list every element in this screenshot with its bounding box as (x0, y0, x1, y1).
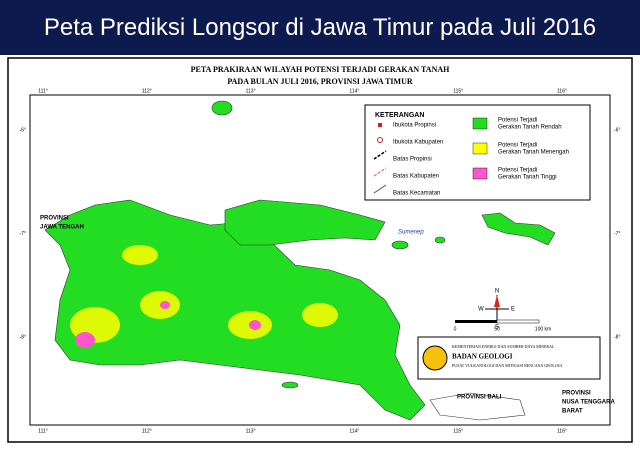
longitude-label: 113° (246, 428, 256, 434)
agency-ministry: KEMENTERIAN ENERGI DAN SUMBER DAYA MINER… (452, 344, 555, 349)
scale-label: 100 km (535, 326, 551, 332)
symbol-province-border (373, 150, 387, 160)
legend-label: Batas Kecamatan (393, 191, 440, 197)
symbol-capital (378, 123, 382, 127)
longitude-label: 114° (349, 88, 359, 94)
compass-label: N (495, 289, 499, 295)
longitude-label: 115° (453, 428, 463, 434)
longitude-label: 111° (38, 88, 48, 94)
kangean (481, 212, 556, 246)
zone-patch (122, 245, 158, 265)
map-title: PADA BULAN JULI 2016, PROVINSI JAWA TIMU… (227, 77, 413, 86)
islet (434, 236, 446, 244)
place-label: Sumenep (398, 230, 424, 236)
agency-logo (422, 345, 448, 371)
longitude-label: 113° (246, 88, 256, 94)
map: PETA PRAKIRAAN WILAYAH POTENSI TERJADI G… (7, 57, 633, 443)
legend-label: Ibukota Propinsi (393, 123, 436, 129)
latitude-label: -7° (20, 231, 26, 237)
scale-segment (455, 320, 497, 323)
latitude-label: -6° (614, 127, 620, 133)
banner: Peta Prediksi Longsor di Jawa Timur pada… (0, 0, 640, 55)
province-label: PROVINSI (562, 391, 591, 397)
compass-label: W (478, 307, 484, 313)
legend-swatch (472, 117, 488, 130)
bali (429, 392, 526, 421)
high-zones (75, 301, 261, 348)
legend-label: Potensi Terjadi (498, 118, 537, 124)
islet (281, 381, 299, 389)
legend-label: Gerakan Tanah Rendah (498, 125, 562, 131)
latitude-label: -7° (614, 231, 620, 237)
compass-needle (494, 295, 500, 307)
legend-label: Batas Kabupaten (393, 174, 439, 180)
agency-unit: PUSAT VULKANOLOGI DAN MITIGASI BENCANA G… (452, 363, 563, 368)
compass-label: E (511, 307, 515, 313)
page-title: Peta Prediksi Longsor di Jawa Timur pada… (43, 13, 597, 41)
longitude-label: 115° (453, 88, 463, 94)
scale-segment (496, 319, 540, 324)
madura (224, 199, 386, 246)
latitude-label: -8° (20, 334, 26, 340)
legend-label: Gerakan Tanah Tinggi (498, 175, 557, 181)
longitude-label: 114° (349, 428, 359, 434)
province-label: BARAT (562, 409, 583, 415)
legend-label: Gerakan Tanah Menengah (498, 150, 569, 156)
scale-label: 0 (454, 326, 457, 332)
bawean (211, 100, 233, 116)
symbol-regency (377, 137, 383, 143)
legend-label: Potensi Terjadi (498, 168, 537, 174)
legend-label: Batas Propinsi (393, 157, 432, 163)
province-label: JAWA TENGAH (40, 225, 84, 231)
longitude-label: 112° (142, 428, 152, 434)
symbol-district-border (373, 184, 387, 194)
map-title: PETA PRAKIRAAN WILAYAH POTENSI TERJADI G… (191, 65, 450, 74)
agency-box (417, 336, 601, 380)
province-label: NUSA TENGGARA (562, 400, 615, 406)
zone-patch (302, 303, 338, 327)
latitude-label: -6° (20, 127, 26, 133)
zone-patch (249, 320, 261, 330)
longitude-label: 116° (557, 428, 567, 434)
legend-label: Potensi Terjadi (498, 143, 537, 149)
compass-label: S (495, 325, 499, 331)
zone-patch (75, 332, 95, 348)
zone-patch (160, 301, 170, 309)
longitude-label: 111° (38, 428, 48, 434)
legend-title: KETERANGAN (375, 112, 424, 119)
longitude-label: 116° (557, 88, 567, 94)
symbol-regency-border (373, 167, 387, 177)
legend-label: Ibukota Kabupaten (393, 140, 443, 146)
legend-swatch (472, 142, 488, 155)
agency-name: BADAN GEOLOGI (452, 353, 513, 361)
compass: N S W E (478, 289, 515, 331)
legend-swatch (472, 167, 488, 180)
province-label: PROVINSI (40, 216, 69, 222)
longitude-label: 112° (142, 88, 152, 94)
latitude-label: -8° (614, 334, 620, 340)
islet (391, 240, 409, 250)
scale-label: 50 (494, 326, 500, 332)
scale-bar: 0 50 100 km (454, 319, 551, 332)
province-label: PROVINSI BALI (457, 395, 502, 401)
